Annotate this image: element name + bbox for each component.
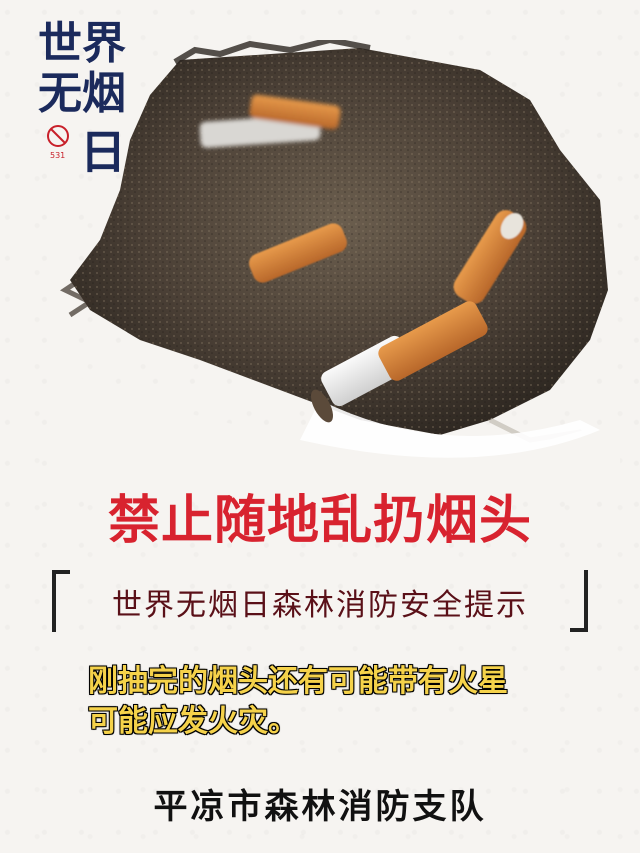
logo-line3: 日 (80, 125, 126, 179)
safety-notice: 刚抽完的烟头还有可能带有火星 可能应发火灾。 (87, 662, 558, 742)
subtitle-frame: 世界无烟日森林消防安全提示 (52, 568, 588, 634)
organization-name: 平凉市森林消防支队 (153, 787, 487, 827)
poster-subtitle: 世界无烟日森林消防安全提示 (112, 588, 528, 623)
logo-line2: 无烟 (38, 68, 126, 119)
logo-badge: 531 (50, 151, 65, 160)
world-no-tobacco-day-logo: 世界 无烟 日 531 (38, 18, 126, 179)
notice-line-1: 刚抽完的烟头还有可能带有火星 (87, 663, 509, 700)
left-bracket (52, 570, 70, 632)
poster-title: 禁止随地乱扔烟头 (107, 491, 532, 551)
no-smoking-icon (47, 125, 69, 147)
cigarette-butts-photo (60, 40, 620, 470)
logo-line1: 世界 (38, 18, 126, 69)
notice-line-2: 可能应发火灾。 (87, 703, 299, 740)
right-bracket (570, 570, 588, 632)
